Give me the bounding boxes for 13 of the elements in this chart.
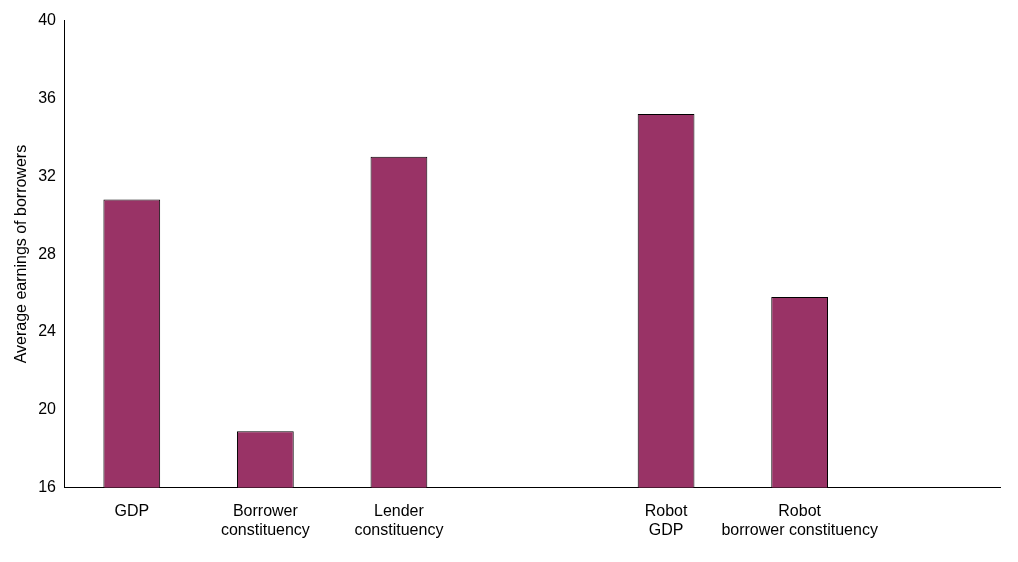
x-tick-label: Lender constituency bbox=[354, 501, 444, 538]
x-tick-label: Robot borrower constituency bbox=[721, 501, 878, 538]
y-tick-label: 24 bbox=[38, 322, 57, 340]
y-tick-label: 36 bbox=[38, 88, 57, 106]
x-tick-label: GDP bbox=[114, 501, 150, 519]
y-tick-label: 28 bbox=[38, 244, 57, 262]
y-tick-label: 32 bbox=[38, 166, 57, 184]
x-tick-label: Robot GDP bbox=[644, 501, 688, 538]
y-tick-label: 20 bbox=[38, 400, 57, 418]
y-tick-label: 16 bbox=[38, 478, 57, 496]
y-axis-title: Average earnings of borrowers bbox=[12, 144, 30, 364]
y-tick-label: 40 bbox=[38, 11, 57, 29]
x-tick-label: Borrower constituency bbox=[220, 501, 310, 538]
